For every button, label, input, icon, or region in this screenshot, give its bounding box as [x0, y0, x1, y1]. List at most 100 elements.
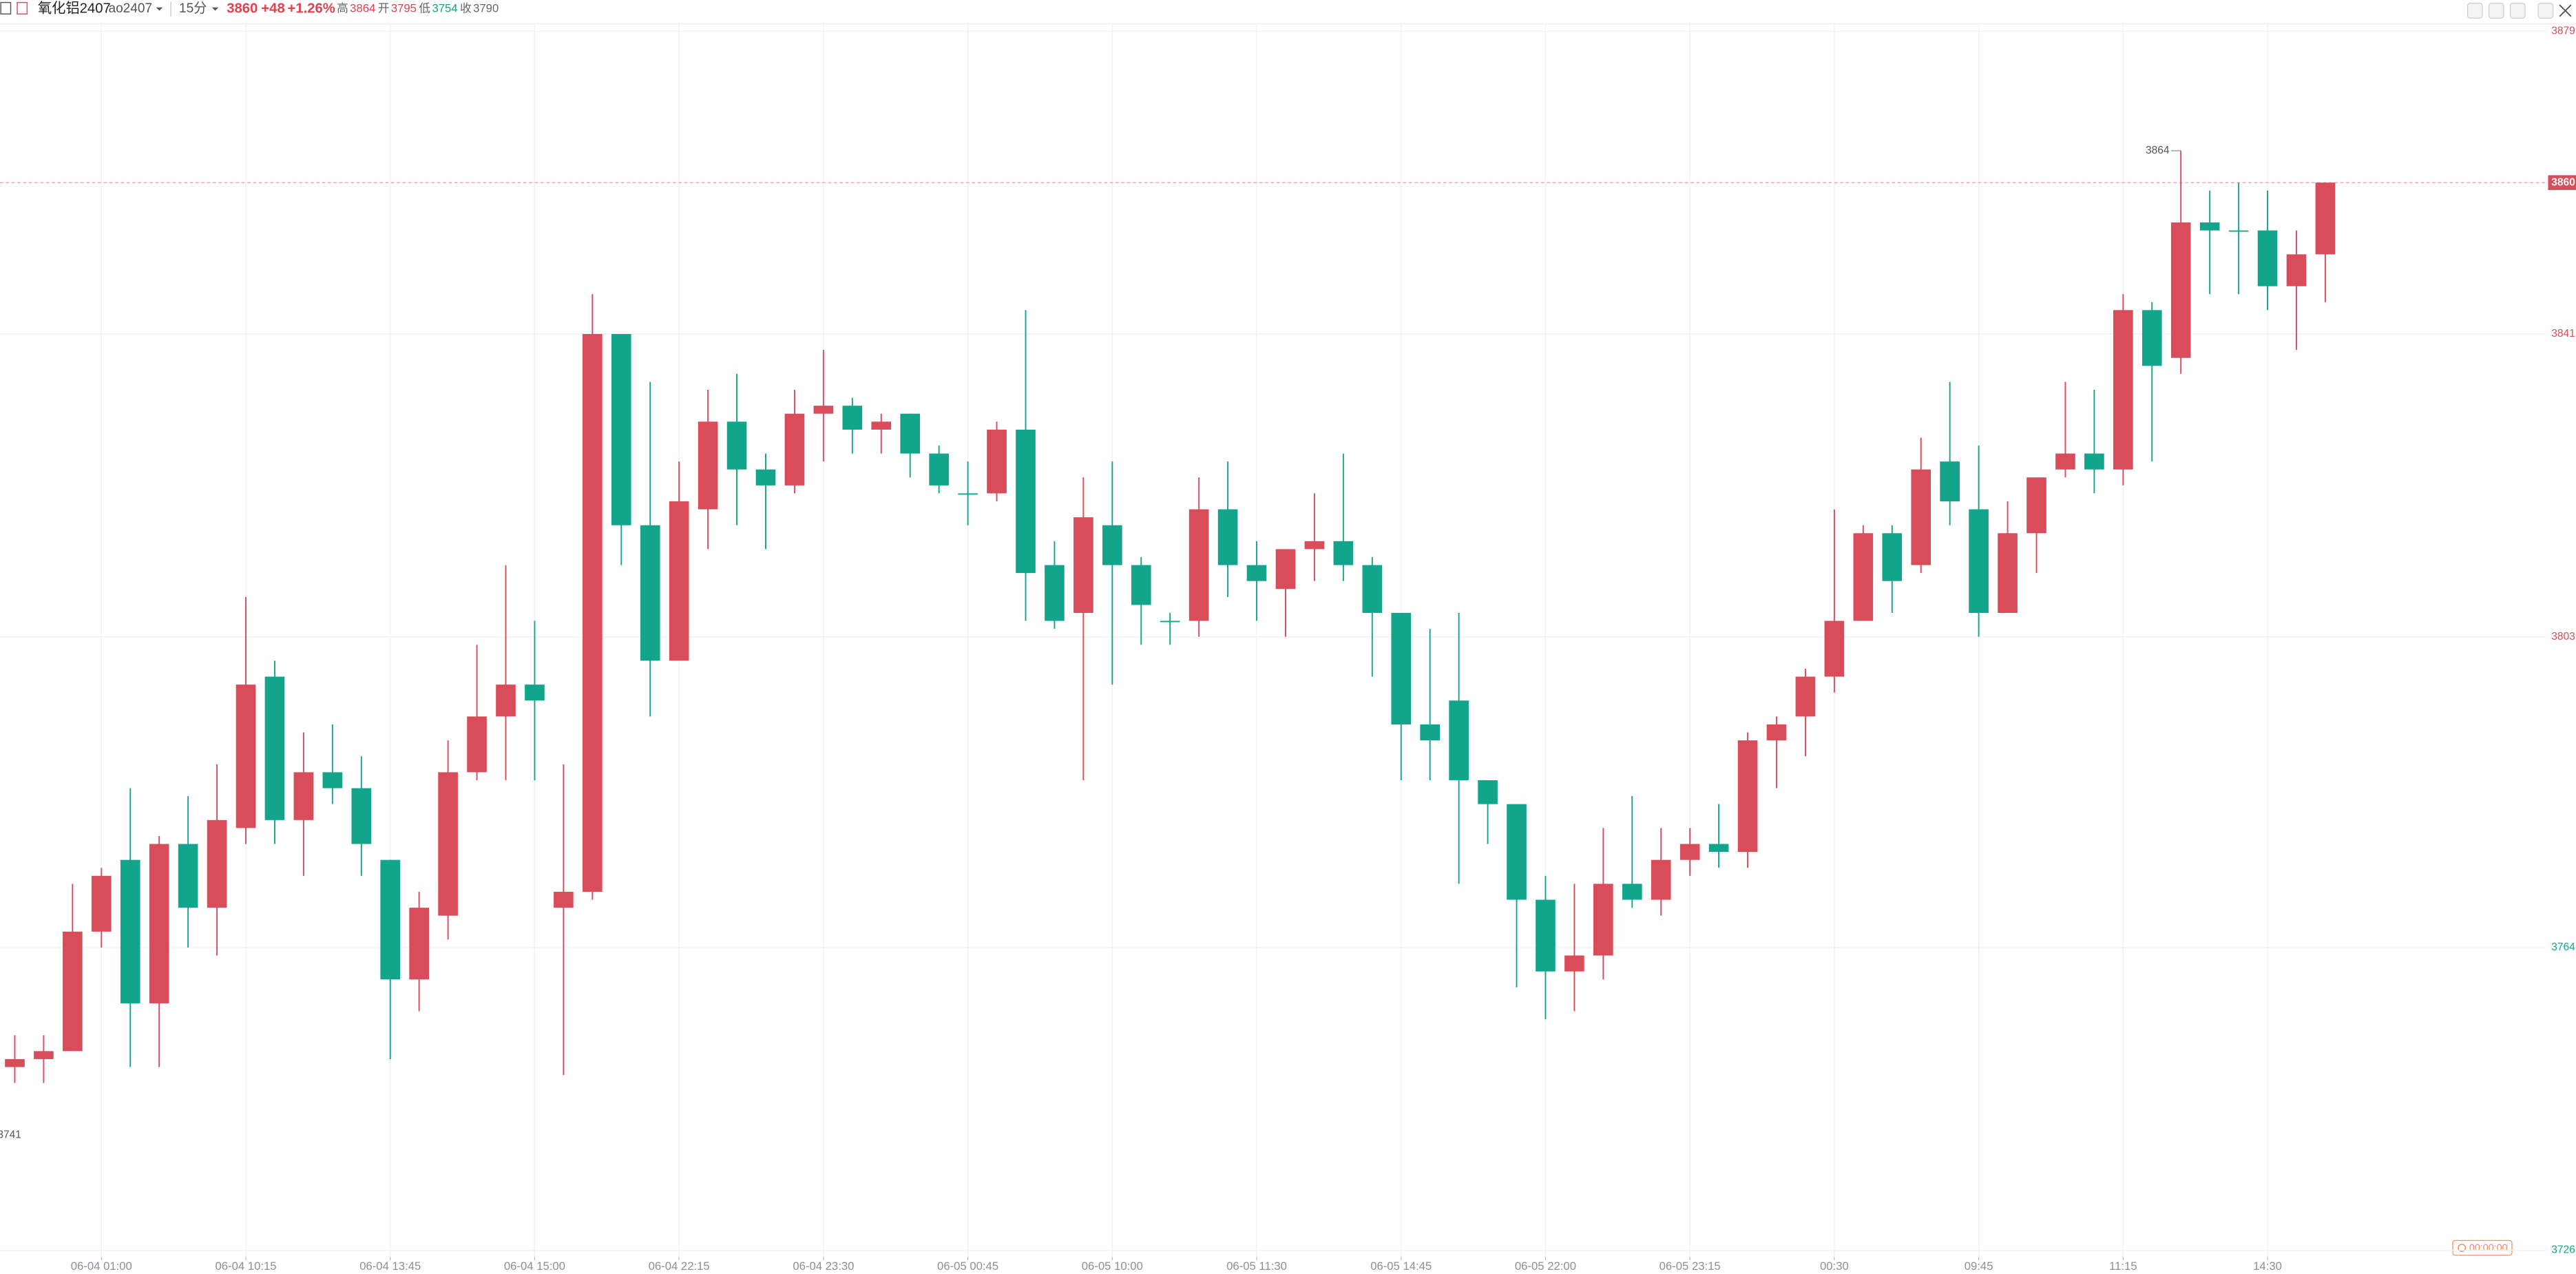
candle-body	[264, 676, 285, 820]
candle-body	[2315, 182, 2336, 255]
countdown-box	[2452, 1240, 2513, 1256]
dropdown-arrow	[211, 7, 219, 11]
candle-body	[496, 685, 516, 717]
candle-body	[1708, 844, 1729, 853]
candle-body	[120, 859, 140, 1003]
candle-body	[34, 1051, 54, 1059]
candle-body	[2084, 453, 2104, 470]
x-tick-label: 06-04 22:15	[649, 1260, 710, 1273]
fullscreen-button[interactable]	[2537, 3, 2554, 19]
y-tick-label: 3879	[2551, 25, 2575, 36]
candle-body	[2286, 254, 2307, 286]
candle-body	[1074, 517, 1093, 613]
candle-body	[1102, 525, 1122, 565]
candle-body	[1507, 804, 1527, 900]
price-tag-label: 3860	[2551, 176, 2575, 188]
flag-icon[interactable]	[17, 1, 28, 15]
close-button[interactable]	[2559, 4, 2572, 17]
y-tick-label: 3764	[2551, 941, 2575, 953]
candle-body	[1882, 533, 1903, 581]
candle-body	[1160, 620, 1180, 623]
candle-body	[755, 469, 776, 485]
candle-body	[409, 908, 429, 980]
candle-body	[1188, 509, 1209, 621]
y-tick-label: 3726	[2551, 1244, 2575, 1256]
candle-body	[1362, 565, 1383, 613]
candle-body	[1420, 724, 1440, 741]
candle-body	[2257, 230, 2278, 286]
x-tick-label: 06-05 11:30	[1226, 1260, 1287, 1273]
candle-body	[1622, 884, 1642, 900]
candle-body	[1737, 740, 1758, 853]
tool-button[interactable]	[2509, 3, 2526, 19]
candle-body	[784, 413, 805, 485]
candle-body	[2113, 310, 2133, 470]
candle-body	[1391, 612, 1412, 724]
candle-body	[1564, 955, 1584, 972]
candle-body	[813, 406, 834, 414]
x-tick-label: 06-05 23:15	[1659, 1260, 1721, 1273]
candle-body	[467, 716, 487, 773]
x-tick-label: 14:30	[2253, 1260, 2282, 1273]
candle-body	[842, 406, 863, 430]
symbol-title[interactable]: 氧化铝2407	[38, 0, 111, 16]
x-tick-label: 00:30	[1820, 1260, 1849, 1273]
stat-label: 高	[337, 2, 348, 15]
x-tick-label: 06-05 14:45	[1370, 1260, 1432, 1273]
candle-body	[2142, 310, 2162, 366]
stat-value: 3754	[432, 2, 457, 15]
tool-button[interactable]	[2467, 3, 2483, 19]
candle-body	[1969, 509, 1989, 613]
x-tick-label: 06-04 10:15	[215, 1260, 276, 1273]
candle-body	[871, 421, 892, 430]
tool-button[interactable]	[2488, 3, 2504, 19]
x-tick-label: 11:15	[2109, 1260, 2137, 1273]
y-tick-label: 3841	[2551, 328, 2575, 340]
candle-body	[2228, 230, 2249, 232]
change: +48	[261, 1, 284, 16]
candle-body	[525, 685, 545, 701]
stat-value: 3864	[350, 2, 375, 15]
candle-body	[1795, 676, 1816, 717]
candle-body	[178, 844, 198, 908]
x-tick-label: 06-05 10:00	[1082, 1260, 1143, 1273]
stat-label: 开	[378, 2, 390, 15]
candle-body	[438, 772, 458, 916]
candle-body	[1766, 724, 1787, 741]
countdown: 00:00:00	[2469, 1243, 2508, 1254]
candle-body	[1536, 899, 1556, 972]
plot: 3726 3764 3803 3841 3879 06-04 01:00 06-04 10:…	[0, 24, 2576, 1273]
candle-body	[1449, 700, 1469, 780]
candle-body	[1824, 620, 1845, 677]
candle-body	[1333, 541, 1354, 565]
candle-body	[1593, 884, 1613, 956]
candle-body	[611, 334, 631, 525]
candle-body	[900, 413, 921, 454]
candle-body	[91, 875, 112, 932]
candle-body	[235, 685, 256, 828]
dropdown-arrow	[156, 7, 163, 11]
x-tick-label: 06-04 01:00	[71, 1260, 132, 1273]
candle-body	[726, 421, 747, 470]
candle-body	[351, 788, 372, 844]
candle-body	[5, 1058, 25, 1067]
candle-body	[1911, 469, 1931, 565]
menu-icon[interactable]	[0, 1, 12, 15]
candle-body	[207, 819, 227, 908]
candle-body	[1651, 859, 1671, 900]
candle-body	[1131, 565, 1151, 605]
candle-body	[929, 453, 949, 485]
candle-body	[1998, 533, 2018, 613]
candle-body	[698, 421, 718, 510]
symbol-code[interactable]: ao2407	[108, 1, 152, 16]
period[interactable]: 15分	[179, 1, 207, 16]
candle-body	[293, 772, 314, 820]
candle-body	[1478, 780, 1498, 804]
low-marker: 3741	[0, 1129, 21, 1141]
candle-body	[1679, 844, 1700, 860]
candle-body	[987, 429, 1007, 494]
candle-body	[958, 493, 978, 495]
candle-body	[1275, 549, 1296, 589]
